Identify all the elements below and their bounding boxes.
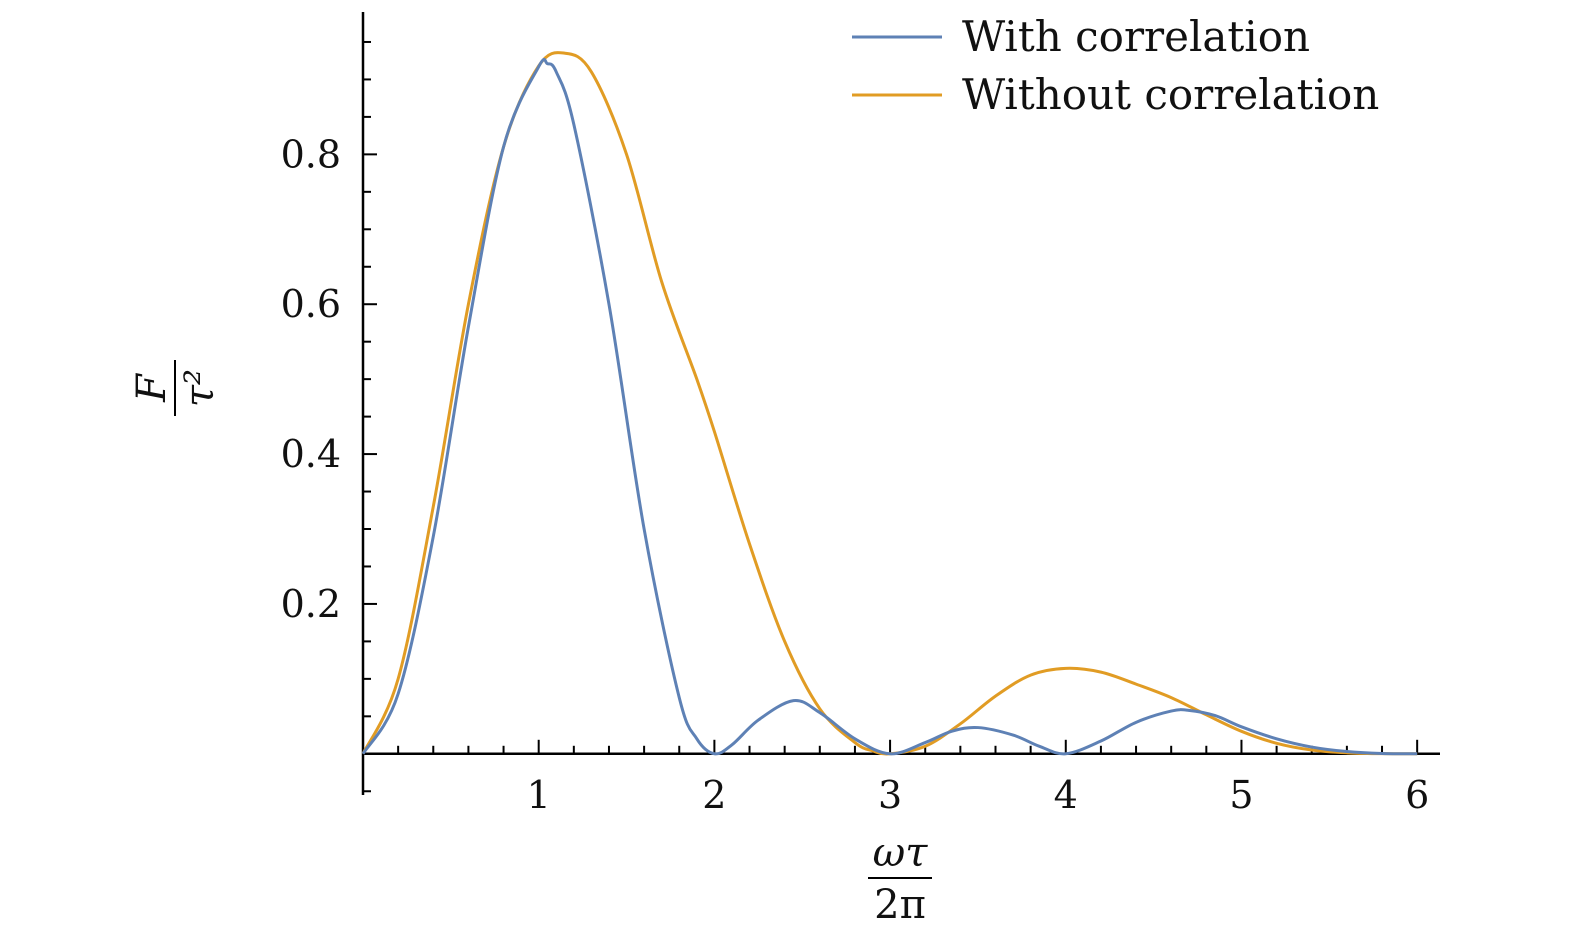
y-tick-label: 0.4 [281,432,341,476]
series-line-with-correlation [361,57,1418,756]
x-tick-label: 6 [1405,773,1429,817]
x-axis-label-denominator: 2π [874,882,926,928]
y-tick-label: 0.8 [281,132,341,176]
series-line-without-correlation [361,51,1418,756]
y-axis-label: F τ² [129,360,223,416]
x-axis-label-numerator: ωτ [873,830,929,876]
x-tick-label: 1 [527,773,551,817]
ticks: 1 2 3 4 5 6 0.2 0.4 0.6 0.8 [281,40,1429,817]
x-tick-label: 4 [1054,773,1078,817]
legend-label-with-correlation: With correlation [962,12,1310,61]
x-tick-label: 3 [878,773,902,817]
y-tick-label: 0.6 [281,282,341,326]
y-axis-label-numerator: F [129,373,175,403]
y-axis-label-denominator: τ² [177,369,223,407]
legend: With correlation Without correlation [852,12,1379,119]
y-tick-label: 0.2 [281,582,341,626]
series-layer [361,51,1418,756]
plot-area: 1 2 3 4 5 6 0.2 0.4 0.6 0.8 [281,12,1440,817]
legend-label-without-correlation: Without correlation [962,70,1379,119]
x-axis-label: ωτ 2π [868,830,932,928]
x-tick-label: 5 [1229,773,1253,817]
x-tick-label: 2 [702,773,726,817]
